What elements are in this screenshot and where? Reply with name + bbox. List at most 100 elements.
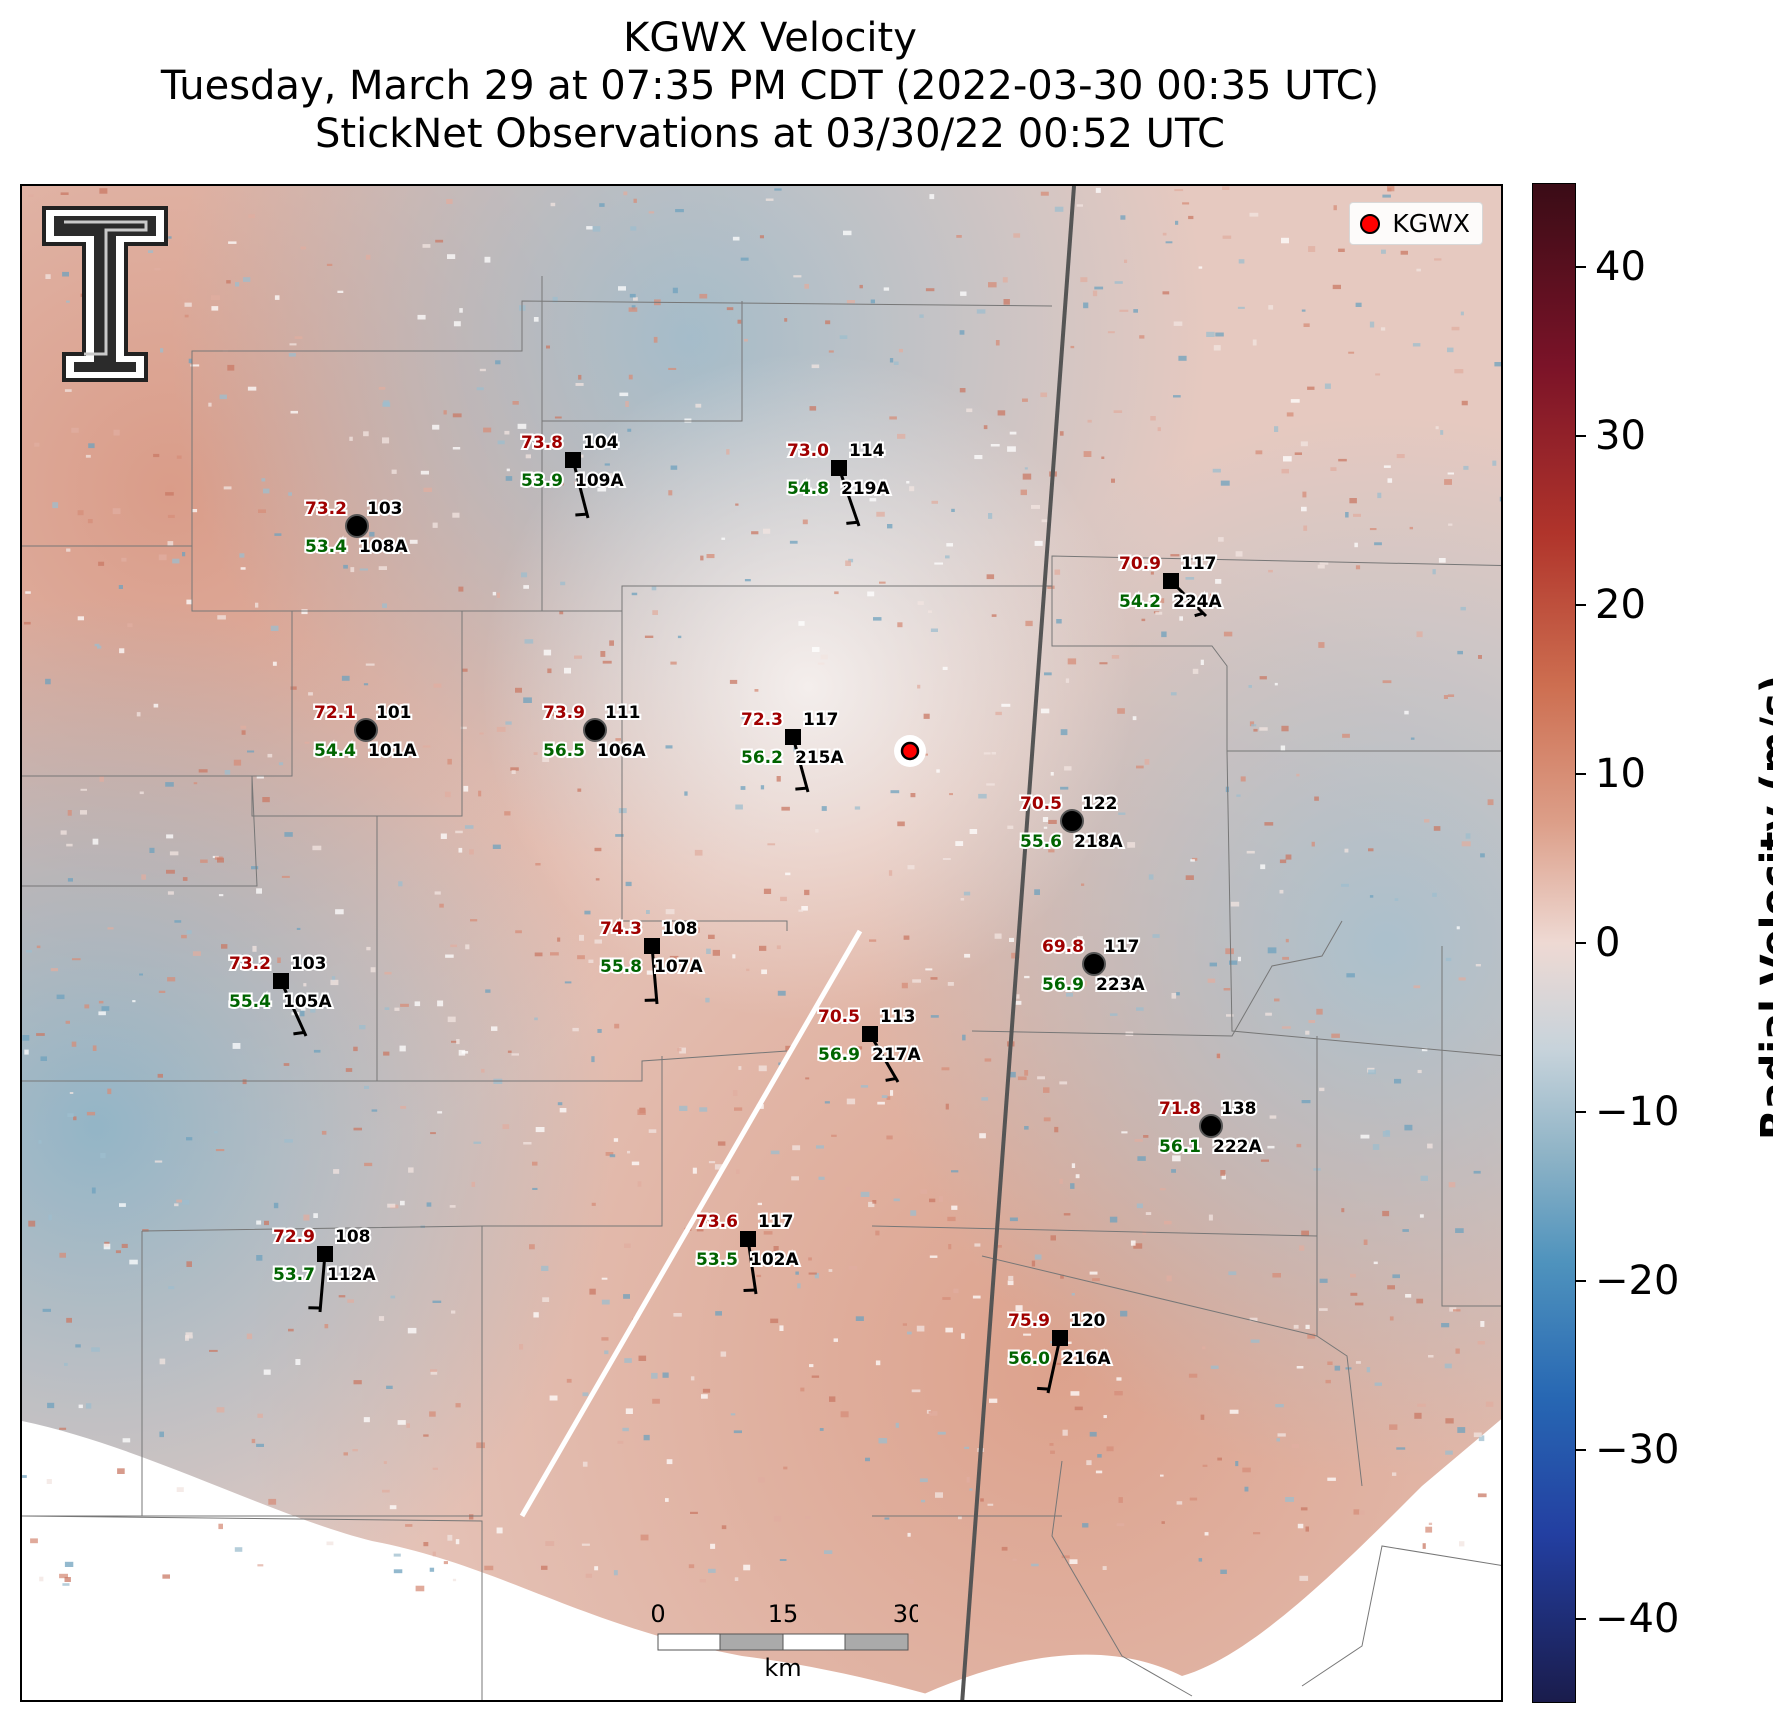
station-105A[interactable]: 73.2 103 55.4 105A bbox=[227, 952, 334, 1037]
scalebar-unit: km bbox=[764, 1654, 801, 1682]
station-temperature: 69.8 bbox=[1042, 937, 1084, 957]
station-value: 113 bbox=[880, 1007, 916, 1027]
station-id: 223A bbox=[1096, 975, 1145, 995]
station-dewpoint: 56.5 bbox=[543, 741, 585, 761]
station-112A[interactable]: 72.9 108 53.7 112A bbox=[271, 1225, 378, 1313]
station-temperature: 70.9 bbox=[1119, 554, 1161, 574]
radar-map[interactable]: 73.8 104 53.9 109A 73.0 114 54.8 219A 73.2 103 53.… bbox=[20, 184, 1503, 1702]
station-marker-circle bbox=[354, 718, 378, 742]
station-dewpoint: 53.5 bbox=[696, 1250, 738, 1270]
scalebar-tick-15: 15 bbox=[768, 1600, 799, 1628]
radar-site-kgwx[interactable] bbox=[894, 735, 926, 767]
colorbar-tick-label: 10 bbox=[1595, 751, 1646, 798]
station-value: 117 bbox=[803, 710, 839, 730]
station-id: 224A bbox=[1173, 592, 1222, 612]
station-marker-circle bbox=[1082, 952, 1106, 976]
station-id: 219A bbox=[841, 479, 890, 499]
colorbar-tick-mark bbox=[1576, 942, 1586, 944]
no-data-region-sw bbox=[22, 1421, 949, 1700]
station-dewpoint: 56.9 bbox=[1042, 975, 1084, 995]
station-id: 215A bbox=[795, 748, 844, 768]
title-line-2: Tuesday, March 29 at 07:35 PM CDT (2022-… bbox=[160, 63, 1380, 109]
station-223A[interactable]: 69.8 117 56.9 223A bbox=[1040, 935, 1147, 997]
station-value: 108 bbox=[662, 919, 698, 939]
wind-barb-shaft bbox=[837, 467, 861, 527]
station-dewpoint: 56.1 bbox=[1159, 1137, 1201, 1157]
station-218A[interactable]: 70.5 122 55.6 218A bbox=[1018, 792, 1125, 854]
station-id: 222A bbox=[1213, 1137, 1262, 1157]
station-106A[interactable]: 73.9 111 56.5 106A bbox=[541, 701, 648, 763]
station-109A[interactable]: 73.8 104 53.9 109A bbox=[519, 431, 626, 519]
station-id: 109A bbox=[575, 471, 624, 491]
station-value: 122 bbox=[1082, 794, 1118, 814]
station-value: 103 bbox=[367, 499, 403, 519]
station-marker-circle bbox=[345, 514, 369, 538]
wind-barb-flag bbox=[885, 1077, 897, 1082]
texas-tech-logo-icon bbox=[42, 206, 168, 382]
station-101A[interactable]: 72.1 101 54.4 101A bbox=[312, 701, 419, 763]
station-dewpoint: 53.4 bbox=[305, 537, 347, 557]
wind-barb-flag bbox=[293, 1030, 305, 1036]
wind-barb-shaft bbox=[746, 1238, 758, 1295]
station-marker-square bbox=[273, 973, 289, 989]
station-value: 104 bbox=[583, 433, 619, 453]
station-marker-circle bbox=[1199, 1114, 1223, 1138]
station-marker-square bbox=[1163, 573, 1179, 589]
station-108A[interactable]: 73.2 103 53.4 108A bbox=[303, 497, 410, 559]
colorbar-tick-label: 0 bbox=[1595, 920, 1621, 966]
scalebar-tick-30: 30 bbox=[893, 1600, 918, 1628]
colorbar-tick-mark bbox=[1576, 1617, 1586, 1620]
legend-label: KGWX bbox=[1392, 209, 1470, 238]
station-value: 103 bbox=[291, 954, 327, 974]
figure-title: KGWX Velocity Tuesday, March 29 at 07:35… bbox=[20, 14, 1520, 158]
colorbar-tick-label: −30 bbox=[1595, 1426, 1680, 1473]
station-219A[interactable]: 73.0 114 54.8 219A bbox=[785, 439, 892, 527]
station-value: 114 bbox=[849, 441, 885, 461]
station-107A[interactable]: 74.3 108 55.8 107A bbox=[598, 917, 705, 1005]
station-216A[interactable]: 75.9 120 56.0 216A bbox=[1006, 1309, 1113, 1394]
colorbar-tick-mark bbox=[1576, 1279, 1586, 1282]
station-224A[interactable]: 70.9 117 54.2 224A bbox=[1117, 552, 1224, 618]
title-line-1: KGWX Velocity bbox=[623, 15, 917, 61]
radar-site-marker bbox=[900, 741, 920, 761]
station-value: 117 bbox=[758, 1212, 794, 1232]
station-id: 216A bbox=[1062, 1349, 1111, 1369]
station-value: 108 bbox=[335, 1227, 371, 1247]
stations-layer: 73.8 104 53.9 109A 73.0 114 54.8 219A 73.2 103 53.… bbox=[227, 431, 1264, 1394]
wind-barb-flag bbox=[575, 512, 588, 517]
station-dewpoint: 56.9 bbox=[818, 1045, 860, 1065]
station-temperature: 74.3 bbox=[600, 919, 642, 939]
station-dewpoint: 55.8 bbox=[600, 957, 642, 977]
station-value: 117 bbox=[1104, 937, 1140, 957]
station-temperature: 73.6 bbox=[696, 1212, 738, 1232]
station-dewpoint: 56.0 bbox=[1008, 1349, 1050, 1369]
wind-barb-shaft bbox=[279, 980, 308, 1037]
county-boundaries bbox=[22, 276, 1501, 1700]
station-temperature: 73.9 bbox=[543, 703, 585, 723]
station-217A[interactable]: 70.5 113 56.9 217A bbox=[816, 1005, 923, 1083]
colorbar-tick-label: 30 bbox=[1595, 413, 1646, 460]
station-215A[interactable]: 72.3 117 56.2 215A bbox=[739, 708, 846, 793]
colorbar-tick-mark bbox=[1576, 435, 1586, 438]
no-data-region-se bbox=[910, 1419, 1501, 1700]
scalebar-tick-0: 0 bbox=[650, 1600, 665, 1628]
station-marker-square bbox=[785, 729, 801, 745]
station-marker-square bbox=[317, 1246, 333, 1262]
station-value: 101 bbox=[376, 703, 412, 723]
station-dewpoint: 54.2 bbox=[1119, 592, 1161, 612]
colorbar-tick-label: 40 bbox=[1595, 244, 1646, 291]
colorbar-title: Radial Velocity (m/s) bbox=[1753, 674, 1773, 1140]
station-dewpoint: 55.6 bbox=[1020, 832, 1062, 852]
station-222A[interactable]: 71.8 138 56.1 222A bbox=[1157, 1097, 1264, 1159]
title-line-3: StickNet Observations at 03/30/22 00:52 … bbox=[315, 111, 1225, 157]
station-id: 106A bbox=[597, 741, 646, 761]
radar-marker-icon bbox=[1360, 213, 1381, 234]
station-temperature: 73.2 bbox=[229, 954, 271, 974]
wind-barb-flag bbox=[846, 520, 858, 525]
station-value: 117 bbox=[1181, 554, 1217, 574]
station-marker-square bbox=[862, 1026, 878, 1042]
station-102A[interactable]: 73.6 117 53.5 102A bbox=[694, 1210, 801, 1295]
station-marker-circle bbox=[583, 718, 607, 742]
station-id: 218A bbox=[1074, 832, 1123, 852]
station-temperature: 73.8 bbox=[521, 433, 563, 453]
